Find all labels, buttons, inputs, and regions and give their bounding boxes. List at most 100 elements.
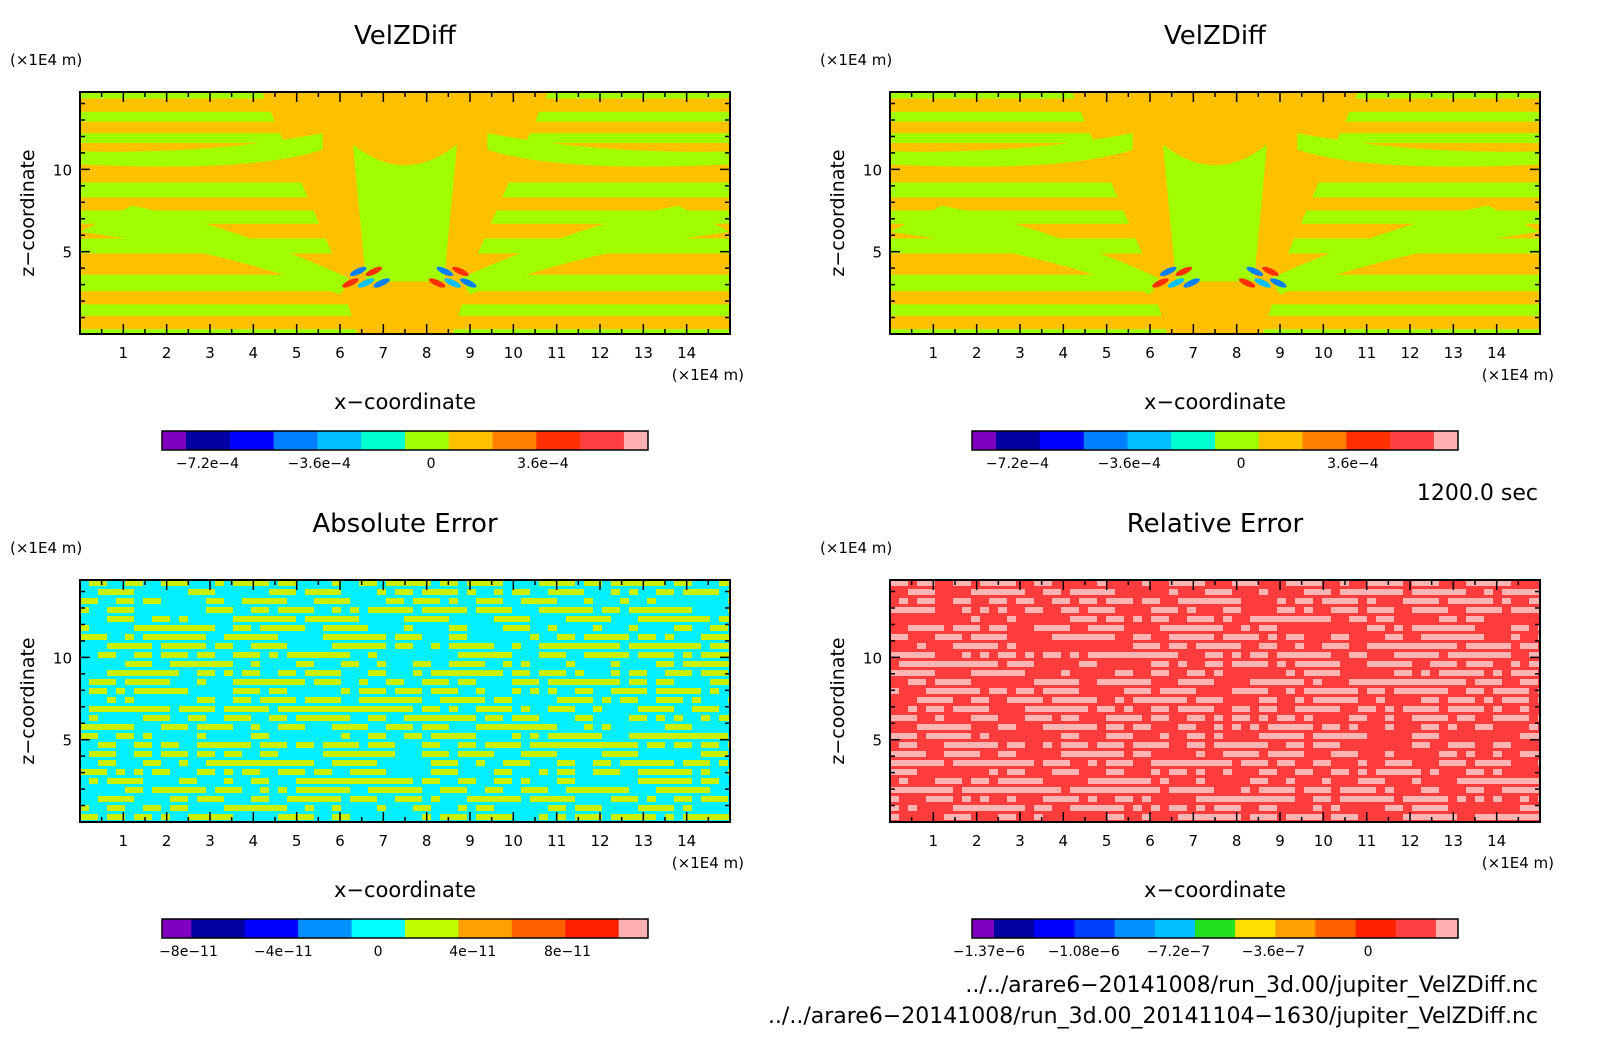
x-tick-label: 9 bbox=[1275, 344, 1285, 362]
field-vortex bbox=[436, 266, 454, 277]
colorbar-tick-label: −3.6e−4 bbox=[288, 456, 351, 472]
field-swirl-left bbox=[80, 133, 323, 167]
y-unit-label: (×1E4 m) bbox=[820, 539, 892, 557]
x-tick-label: 4 bbox=[249, 832, 259, 850]
chart-title: VelZDiff bbox=[1164, 21, 1267, 51]
x-tick-label: 10 bbox=[504, 832, 523, 850]
y-tick-label: 5 bbox=[872, 244, 882, 262]
x-tick-label: 4 bbox=[1059, 344, 1069, 362]
x-tick-label: 5 bbox=[292, 344, 302, 362]
x-tick-label: 8 bbox=[422, 344, 432, 362]
colorbar-swatch bbox=[996, 431, 1041, 450]
colorbar-swatch bbox=[1034, 919, 1075, 938]
colorbar-swatch bbox=[1154, 919, 1196, 938]
colorbar: −7.2e−4 −3.6e−4 0 3.6e−4 bbox=[971, 430, 1459, 472]
colorbar-tick-label: −4e−11 bbox=[254, 944, 313, 960]
field-vortex bbox=[1183, 278, 1200, 288]
x-tick-label: 2 bbox=[972, 832, 982, 850]
colorbar-swatch bbox=[1039, 431, 1085, 450]
chart-title: Absolute Error bbox=[312, 509, 498, 539]
x-unit-label: (×1E4 m) bbox=[1482, 366, 1554, 384]
x-axis-label: x−coordinate bbox=[1144, 878, 1286, 902]
x-tick-label: 3 bbox=[205, 832, 215, 850]
x-tick-label: 4 bbox=[249, 344, 259, 362]
field-vortex bbox=[1262, 266, 1279, 277]
x-tick-label: 11 bbox=[547, 344, 566, 362]
x-tick-label: 8 bbox=[1232, 344, 1242, 362]
x-tick-label: 11 bbox=[1357, 832, 1376, 850]
x-tick-label: 9 bbox=[1275, 832, 1285, 850]
chart-title: VelZDiff bbox=[354, 21, 457, 51]
heatmap-field bbox=[80, 92, 730, 334]
field-core bbox=[1163, 144, 1267, 282]
colorbar-swatch bbox=[191, 919, 246, 938]
heatmap-field bbox=[890, 580, 1540, 822]
colorbar-tick-label: 3.6e−4 bbox=[517, 456, 569, 472]
y-axis-label: z−coordinate bbox=[827, 149, 849, 276]
x-tick-label: 3 bbox=[1015, 832, 1025, 850]
time-label: 1200.0 sec bbox=[1417, 481, 1538, 506]
colorbar-swatch bbox=[994, 919, 1035, 938]
field-vortex bbox=[1167, 278, 1185, 288]
x-tick-label: 6 bbox=[335, 344, 345, 362]
x-tick-label: 9 bbox=[465, 832, 475, 850]
colorbar-tick-label: −1.08e−6 bbox=[1048, 944, 1120, 960]
colorbar-swatch bbox=[1355, 919, 1397, 938]
colorbar-swatch bbox=[351, 919, 406, 938]
field-arm-right bbox=[461, 205, 730, 295]
heatmap-field bbox=[80, 580, 730, 822]
x-unit-label: (×1E4 m) bbox=[672, 854, 744, 872]
x-tick-label: 7 bbox=[1189, 832, 1199, 850]
field-vortex bbox=[428, 278, 446, 288]
source-file-1: ../../arare6−20141008/run_3d.00/jupiter_… bbox=[965, 973, 1538, 998]
source-file-2: ../../arare6−20141008/run_3d.00_20141104… bbox=[768, 1004, 1538, 1029]
colorbar-frame bbox=[161, 430, 649, 451]
x-tick-label: 12 bbox=[1400, 344, 1419, 362]
colorbar-swatch bbox=[1194, 919, 1236, 938]
colorbar-tick-label: −3.6e−7 bbox=[1242, 944, 1305, 960]
colorbar-swatch bbox=[1435, 919, 1459, 938]
colorbar-swatch bbox=[1074, 919, 1116, 938]
field-vortex bbox=[1238, 278, 1256, 288]
y-axis-label: z−coordinate bbox=[17, 149, 39, 276]
x-tick-label: 14 bbox=[677, 832, 696, 850]
colorbar-swatch bbox=[1215, 431, 1260, 450]
x-tick-label: 7 bbox=[379, 832, 389, 850]
field-vortex bbox=[452, 266, 469, 277]
colorbar-tick-label: 8e−11 bbox=[544, 944, 591, 960]
colorbar-swatch bbox=[623, 431, 649, 450]
x-axis-label: x−coordinate bbox=[334, 390, 476, 414]
x-tick-label: 5 bbox=[1102, 832, 1112, 850]
colorbar-swatch bbox=[580, 431, 625, 450]
x-unit-label: (×1E4 m) bbox=[1482, 854, 1554, 872]
x-tick-label: 5 bbox=[292, 832, 302, 850]
colorbar-tick-label: 0 bbox=[1364, 944, 1373, 960]
field-arm-left bbox=[890, 205, 1159, 295]
colorbar-swatch bbox=[162, 431, 187, 450]
colorbar-frame bbox=[971, 430, 1459, 451]
field-vortex bbox=[1159, 266, 1177, 277]
colorbar-swatch bbox=[1390, 431, 1435, 450]
y-tick-label: 10 bbox=[863, 649, 882, 667]
y-unit-label: (×1E4 m) bbox=[10, 539, 82, 557]
colorbar-swatch bbox=[1235, 919, 1276, 938]
x-axis-label: x−coordinate bbox=[1144, 390, 1286, 414]
y-tick-label: 5 bbox=[872, 732, 882, 750]
chart-panel-4: Relative Error(×1E4 m)1 2 3 4 5 6 7 8 9 10 11 12 13 1… bbox=[820, 509, 1554, 960]
x-tick-label: 2 bbox=[162, 344, 172, 362]
colorbar-swatch bbox=[405, 919, 459, 938]
colorbar: −7.2e−4 −3.6e−4 0 3.6e−4 bbox=[161, 430, 649, 472]
field-swirl-left bbox=[890, 133, 1133, 167]
field-noise bbox=[80, 580, 730, 820]
colorbar-swatch bbox=[618, 919, 649, 938]
field-vortex bbox=[357, 278, 375, 288]
colorbar-swatch bbox=[1083, 431, 1128, 450]
colorbar-swatch bbox=[1258, 431, 1304, 450]
x-tick-label: 12 bbox=[590, 832, 609, 850]
field-vortex bbox=[342, 278, 359, 288]
colorbar-swatch bbox=[1433, 431, 1459, 450]
field-vortex bbox=[1254, 278, 1271, 288]
y-tick-label: 5 bbox=[62, 244, 72, 262]
x-tick-label: 13 bbox=[634, 832, 653, 850]
colorbar-swatch bbox=[458, 919, 513, 938]
